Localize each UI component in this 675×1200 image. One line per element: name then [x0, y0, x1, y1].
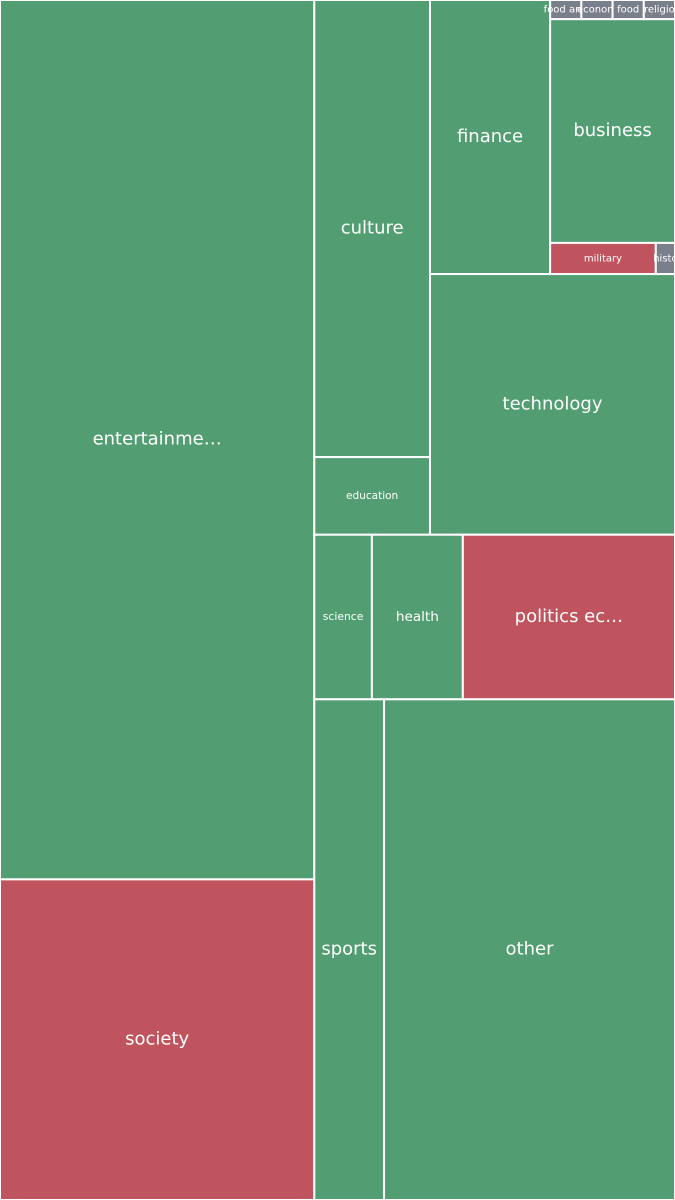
treemap-cell: sports	[313, 698, 386, 1200]
tile-label: sports	[321, 939, 377, 960]
tile	[313, 698, 386, 1200]
treemap-cell: entertainme…	[0, 0, 316, 881]
tile-label: finance	[457, 126, 523, 147]
tile	[383, 698, 675, 1200]
treemap-cell: education	[313, 456, 431, 536]
treemap-cell: military	[549, 241, 657, 276]
treemap-cell: science	[313, 533, 373, 701]
treemap-cell: culture	[313, 0, 431, 459]
tile-label: food	[617, 5, 639, 16]
treemap-cell: business	[549, 18, 675, 244]
tile	[549, 18, 675, 244]
tile-label: science	[323, 610, 364, 623]
tile-label: technology	[503, 393, 603, 414]
tile-label: politics ec…	[515, 606, 623, 627]
tile	[0, 878, 316, 1200]
treemap-cell: health	[370, 533, 464, 701]
tile-label: histo	[653, 253, 675, 264]
tile-label: econom	[577, 5, 617, 16]
treemap-cell: religio	[642, 0, 675, 21]
treemap-cell: technology	[428, 273, 675, 536]
tile-label: other	[506, 939, 555, 960]
tile	[428, 0, 552, 276]
tile	[370, 533, 464, 701]
treemap-cell: politics ec…	[461, 533, 675, 701]
treemap-cell: food	[611, 0, 645, 21]
tile-label: society	[125, 1029, 189, 1050]
tile	[313, 456, 431, 536]
tile-label: religio	[644, 5, 675, 16]
tile	[0, 0, 316, 881]
tile	[428, 273, 675, 536]
treemap-cell: finance	[428, 0, 552, 276]
treemap-cell: other	[383, 698, 675, 1200]
tile-label: education	[346, 490, 398, 502]
tile-label: military	[584, 253, 622, 264]
tile-label: food and	[544, 5, 588, 16]
tile-label: entertainme…	[93, 429, 222, 450]
treemap-cell: society	[0, 878, 316, 1200]
tile-label: culture	[341, 218, 404, 239]
treemap-cell: histo	[653, 241, 675, 276]
tile-label: business	[573, 120, 651, 141]
tile-label: health	[396, 609, 439, 625]
treemap-cell: econom	[577, 0, 617, 21]
tile	[461, 533, 675, 701]
